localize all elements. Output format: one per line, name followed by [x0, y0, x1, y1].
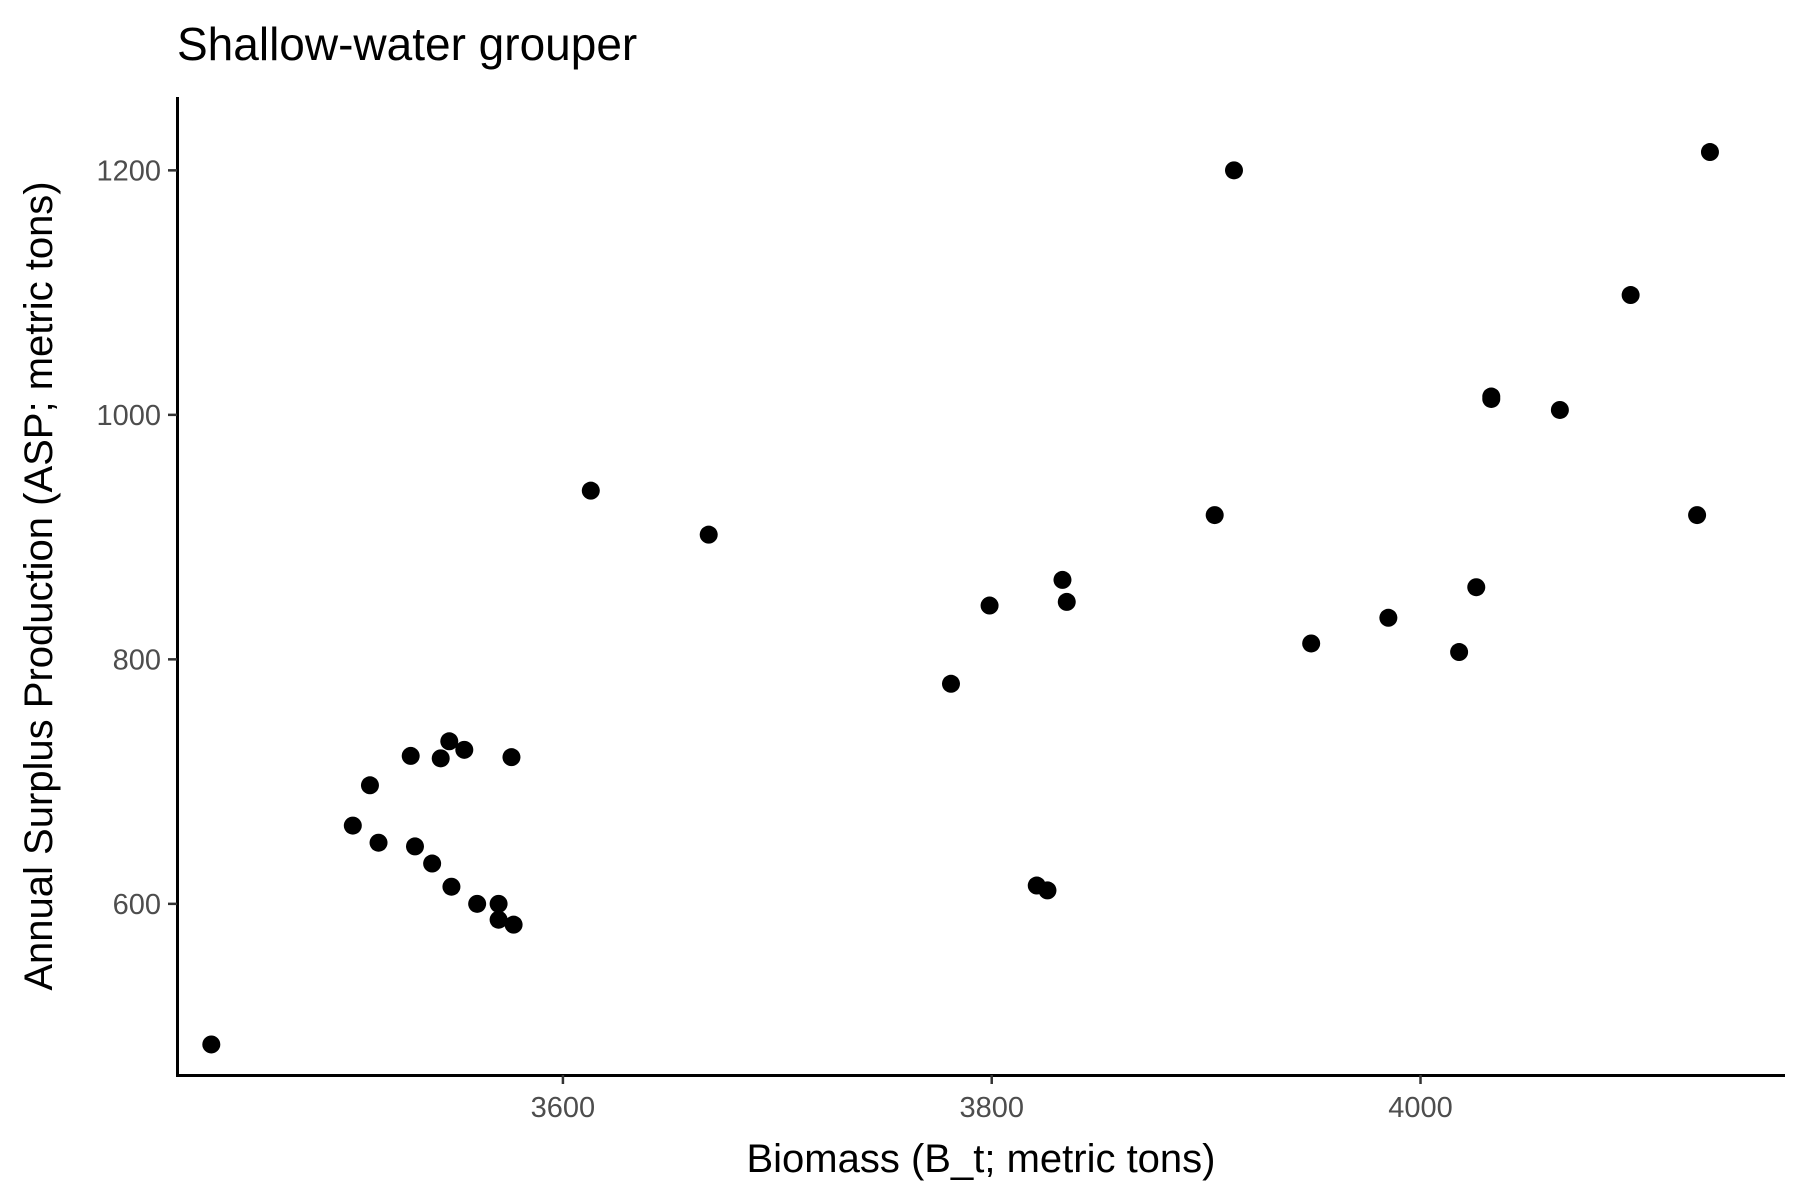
- data-point: [1205, 506, 1224, 525]
- data-point: [1688, 506, 1707, 525]
- data-point: [455, 740, 474, 759]
- y-axis-ticks: 600 800 1000 1200: [96, 155, 177, 921]
- y-tick-label: 800: [113, 644, 161, 676]
- data-point: [423, 854, 442, 873]
- data-point: [1038, 881, 1057, 900]
- data-point: [941, 674, 960, 693]
- data-points: [202, 143, 1719, 1054]
- data-point: [489, 910, 508, 929]
- x-axis-ticks: 3600 3800 4000: [531, 1075, 1453, 1124]
- data-point: [401, 746, 420, 765]
- data-point: [1302, 634, 1321, 653]
- data-point: [502, 748, 521, 767]
- y-axis-label: Annual Surplus Production (ASP; metric t…: [17, 181, 61, 990]
- data-point: [440, 732, 459, 751]
- x-tick-label: 3800: [959, 1092, 1024, 1124]
- y-tick-label: 600: [113, 889, 161, 921]
- data-point: [343, 816, 362, 835]
- data-point: [360, 776, 379, 795]
- data-point: [489, 894, 508, 913]
- data-point: [1224, 161, 1243, 180]
- data-point: [1379, 608, 1398, 627]
- data-point: [980, 596, 999, 615]
- data-point: [1467, 578, 1486, 597]
- data-point: [1450, 643, 1469, 662]
- chart-title: Shallow-water grouper: [177, 18, 637, 70]
- data-point: [699, 525, 718, 544]
- y-tick-label: 1200: [96, 155, 161, 187]
- data-point: [442, 877, 461, 896]
- data-point: [581, 481, 600, 500]
- data-point: [1053, 570, 1072, 589]
- data-point: [202, 1035, 221, 1054]
- data-point: [431, 749, 450, 768]
- x-tick-label: 4000: [1388, 1092, 1453, 1124]
- data-point: [1700, 143, 1719, 162]
- data-point: [1621, 286, 1640, 305]
- data-point: [369, 833, 388, 852]
- data-point: [1550, 400, 1569, 419]
- x-axis-label: Biomass (B_t; metric tons): [746, 1137, 1215, 1181]
- data-point: [1057, 592, 1076, 611]
- x-tick-label: 3600: [531, 1092, 596, 1124]
- data-point: [504, 915, 523, 934]
- y-tick-label: 1000: [96, 400, 161, 432]
- data-point: [468, 894, 487, 913]
- data-point: [405, 837, 424, 856]
- data-point: [1482, 389, 1501, 408]
